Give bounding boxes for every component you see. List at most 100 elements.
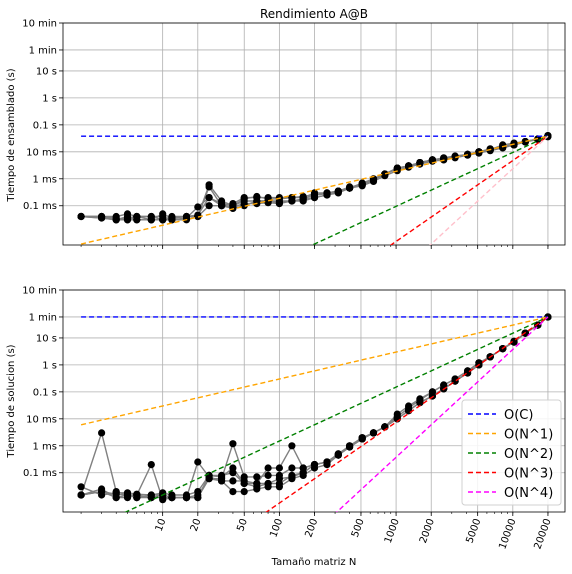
legend-label: O(N^4): [504, 486, 553, 501]
run-point: [194, 211, 202, 219]
run-point: [123, 494, 132, 502]
run-point: [112, 216, 120, 224]
run-point: [346, 184, 354, 192]
run-point: [229, 477, 237, 485]
run-point: [112, 488, 120, 496]
complexity-line: [429, 135, 549, 245]
run-point: [416, 159, 424, 167]
run-point: [358, 435, 366, 443]
x-axis-label: Tamaño matriz N: [271, 557, 357, 568]
run-point: [229, 469, 237, 477]
x-tick-label: 50: [235, 517, 250, 533]
y-tick-label: 1 s: [42, 360, 57, 371]
legend-label: O(N^2): [504, 447, 553, 462]
y-tick-label: 0.1 ms: [23, 468, 57, 479]
run-point: [334, 451, 342, 459]
run-point: [510, 141, 518, 149]
run-point: [194, 458, 202, 466]
run-point: [77, 483, 85, 491]
run-point: [405, 407, 413, 415]
run-point: [205, 475, 213, 483]
run-line: [80, 316, 549, 499]
run-point: [147, 494, 155, 502]
run-point: [194, 491, 202, 499]
run-point: [510, 338, 518, 346]
run-point: [240, 202, 248, 210]
plot-area: [77, 313, 552, 512]
y-tick-label: 1 ms: [33, 441, 58, 452]
plot-area: [77, 132, 552, 245]
run-point: [123, 214, 132, 222]
legend-label: O(C): [504, 408, 533, 423]
x-tick-label: 5000: [464, 517, 483, 545]
run-point: [253, 473, 261, 481]
run-point: [77, 212, 85, 221]
run-point: [182, 494, 191, 502]
y-tick-label: 10 ms: [26, 147, 57, 158]
run-point: [346, 443, 354, 451]
y-tick-label: 10 min: [22, 286, 57, 297]
run-point: [253, 197, 261, 205]
y-tick-label: 0.1 s: [33, 387, 57, 398]
run-point: [288, 475, 296, 483]
run-point: [133, 491, 141, 499]
run-point: [218, 202, 226, 210]
plot-frame: [62, 22, 566, 246]
run-point: [253, 485, 261, 493]
run-point: [310, 194, 319, 202]
run-point: [159, 216, 167, 224]
run-point: [275, 199, 283, 207]
run-point: [77, 491, 85, 499]
assembly-time-panel: 0.1 ms 1 ms 10 ms 0.1 s 1 s 10 s 1 min 10 min: [22, 19, 566, 249]
x-tick-label: 10: [154, 517, 169, 533]
y-tick-label: 10 s: [36, 66, 57, 77]
x-tick-label: 10000: [497, 517, 518, 551]
run-point: [147, 461, 155, 469]
run-point: [264, 483, 272, 491]
run-point: [182, 212, 191, 221]
run-point: [288, 197, 296, 205]
plot-frame: [62, 289, 566, 513]
y-tick-label: 1 min: [29, 312, 57, 323]
run-point: [275, 464, 283, 472]
run-point: [240, 479, 248, 488]
run-point: [205, 202, 213, 210]
x-tick-label: 1000: [383, 517, 402, 545]
y-tick-label: 10 min: [22, 19, 57, 30]
run-point: [381, 170, 389, 178]
y-tick-label: 0.1 s: [33, 120, 57, 131]
run-point: [168, 494, 176, 502]
y-tick-label: 1 min: [29, 45, 57, 56]
run-point: [194, 203, 202, 211]
x-tick-label: 2000: [418, 517, 437, 545]
x-tick-label: 200: [303, 517, 320, 539]
run-point: [323, 191, 331, 199]
legend: O(C) O(N^1) O(N^2) O(N^3) O(N^4): [461, 399, 562, 506]
run-point: [334, 188, 342, 196]
run-point: [264, 197, 272, 205]
run-point: [112, 494, 120, 502]
top-y-axis-label: Tiempo de ensamblado (s): [6, 68, 17, 202]
run-point: [416, 399, 424, 407]
run-point: [168, 214, 176, 222]
run-point: [218, 471, 226, 479]
y-tick-label: 0.1 ms: [23, 201, 57, 212]
chart-title: Rendimiento A@B: [260, 7, 368, 21]
run-point: [264, 471, 272, 479]
run-point: [205, 194, 213, 202]
x-tick-label: 20000: [533, 517, 554, 551]
run-point: [229, 488, 237, 496]
run-point: [299, 195, 307, 204]
run-point: [229, 440, 237, 448]
x-tick-label: 20: [189, 517, 204, 533]
run-point: [98, 429, 106, 437]
y-tick-label: 1 ms: [33, 174, 58, 185]
run-point: [159, 210, 167, 218]
y-tick-label: 10 ms: [26, 414, 57, 425]
run-point: [451, 153, 459, 161]
run-point: [205, 181, 213, 189]
y-tick-label: 10 s: [36, 333, 57, 344]
run-point: [369, 429, 378, 437]
x-tick-label: 500: [350, 517, 367, 539]
